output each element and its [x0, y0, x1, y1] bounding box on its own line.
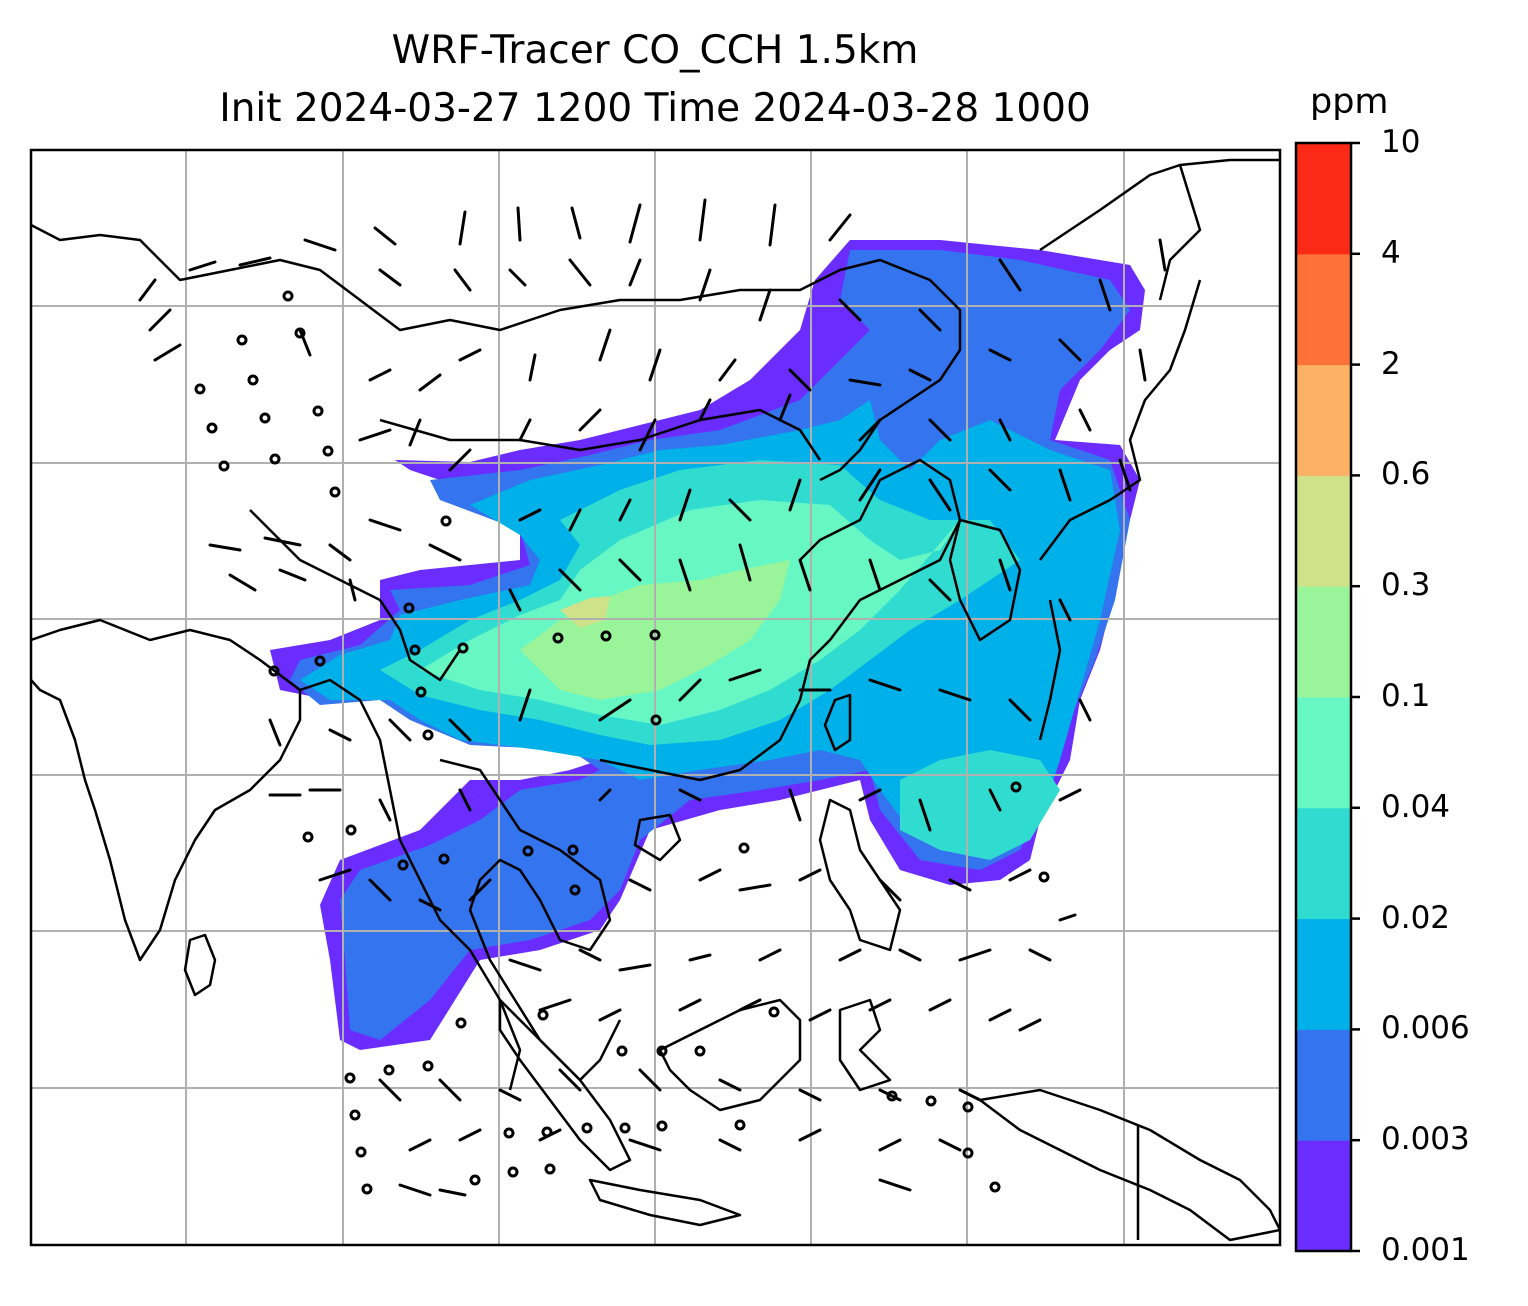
colorbar-tick-label: 0.001 [1381, 1232, 1470, 1268]
java [588, 1178, 742, 1227]
colorbar [1294, 141, 1360, 1253]
colorbar-tick-label: 0.02 [1381, 899, 1451, 936]
map-plot-area [31, 150, 1280, 1245]
colorbar-tick-label: 0.04 [1381, 788, 1451, 825]
colorbar-segment [1296, 918, 1351, 1030]
wind-barbs [138, 198, 1167, 1197]
colorbar-tick-label: 0.3 [1381, 567, 1431, 604]
colorbar-segment [1296, 253, 1351, 366]
coastlines [31, 158, 1280, 1242]
borneo [658, 998, 802, 1112]
colorbar-segment [1296, 475, 1351, 587]
bering-sea [1158, 164, 1202, 301]
colorbar-tick-label: 10 [1381, 124, 1421, 160]
gridlines [31, 150, 1280, 1245]
hainan [633, 813, 682, 862]
colorbar-tick-label: 2 [1381, 345, 1401, 382]
sumatra [498, 998, 632, 1172]
colorbar-tick-label: 0.006 [1381, 1010, 1470, 1047]
map-subtitle: Init 2024-03-27 1200 Time 2024-03-28 100… [219, 86, 1091, 131]
new-guinea [978, 1088, 1280, 1242]
bay-of-bengal-east [299, 678, 522, 1091]
colorbar-unit-label: ppm [1310, 82, 1389, 122]
colorbar-tick-label: 0.6 [1381, 456, 1431, 493]
china-mongolia [379, 408, 822, 461]
china-west [249, 509, 462, 682]
map-title: WRF-Tracer CO_CCH 1.5km [391, 28, 919, 73]
colorbar-segment [1296, 1029, 1351, 1141]
colorbar-tick-label: 4 [1381, 234, 1401, 271]
map-border [29, 148, 1282, 1247]
colorbar-segment [1296, 364, 1351, 476]
sri-lanka [183, 933, 217, 997]
colorbar-segment [1296, 586, 1351, 698]
tracer-blob-east [900, 750, 1060, 860]
philippines [818, 798, 902, 952]
calm-wind-markers [194, 290, 1050, 1195]
colorbar-tick-label: 0.003 [1381, 1121, 1470, 1158]
korea [948, 518, 1022, 642]
india-coast [31, 618, 302, 962]
colorbar-segment [1296, 807, 1351, 920]
colorbar-segment [1296, 143, 1351, 255]
sulawesi [838, 998, 892, 1092]
colorbar-segment [1296, 697, 1351, 809]
colorbar-segment [1296, 1140, 1351, 1252]
japan [1038, 279, 1202, 741]
north-border [31, 223, 962, 482]
colorbar-tick-label: 0.1 [1381, 678, 1431, 714]
taiwan [823, 693, 852, 752]
sakhalin-kamchatka [1039, 158, 1280, 252]
